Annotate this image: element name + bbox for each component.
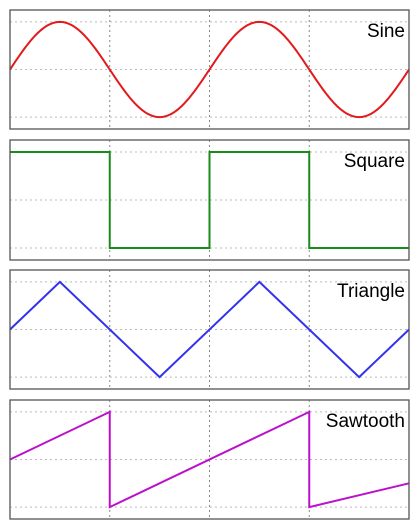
sine-frame <box>9 9 410 130</box>
sawtooth-panel: Sawtooth <box>9 399 410 520</box>
sine-wave-line <box>9 20 410 119</box>
sine-label: Sine <box>367 21 405 42</box>
square-frame <box>9 139 410 261</box>
square-panel: Square <box>9 139 410 261</box>
triangle-label: Triangle <box>337 281 405 302</box>
triangle-panel: Triangle <box>9 269 410 390</box>
sawtooth-wave-line <box>9 410 410 509</box>
square-label: Square <box>344 151 405 172</box>
sine-panel: Sine <box>9 9 410 130</box>
triangle-frame <box>9 269 410 390</box>
triangle-wave-line <box>9 280 410 379</box>
square-wave-line <box>10 151 409 249</box>
sawtooth-label: Sawtooth <box>326 411 405 432</box>
sawtooth-frame <box>9 399 410 520</box>
